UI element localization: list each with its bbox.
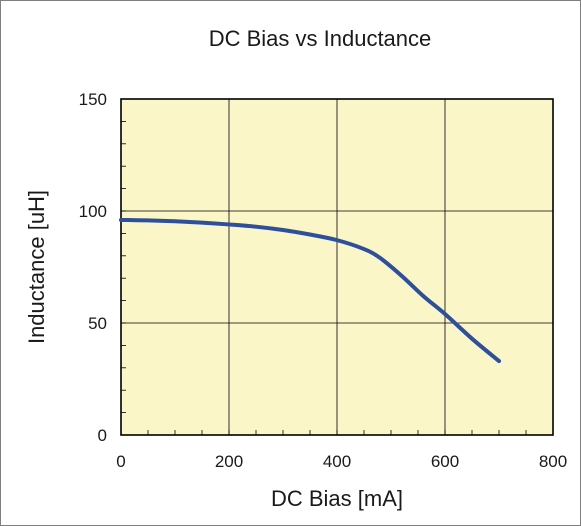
x-tick-label: 200 xyxy=(215,452,243,471)
plot-border xyxy=(120,98,554,436)
series-line-0 xyxy=(119,217,501,364)
x-tick-label: 800 xyxy=(539,452,567,471)
x-tick-labels: 0 200 400 600 800 xyxy=(116,452,567,471)
x-tick-label: 0 xyxy=(116,452,125,471)
y-tick-label: 150 xyxy=(79,90,107,109)
x-axis-label: DC Bias [mA] xyxy=(271,486,403,511)
y-axis-label: Inductance [uH] xyxy=(24,190,49,344)
grid-lines xyxy=(121,99,553,435)
series-layer xyxy=(119,217,501,364)
chart-title: DC Bias vs Inductance xyxy=(209,26,432,51)
y-tick-labels: 0 50 100 150 xyxy=(79,90,107,445)
y-tick-label: 100 xyxy=(79,202,107,221)
y-tick-label: 0 xyxy=(98,426,107,445)
x-tick-label: 600 xyxy=(431,452,459,471)
y-tick-label: 50 xyxy=(88,314,107,333)
x-tick-label: 400 xyxy=(323,452,351,471)
